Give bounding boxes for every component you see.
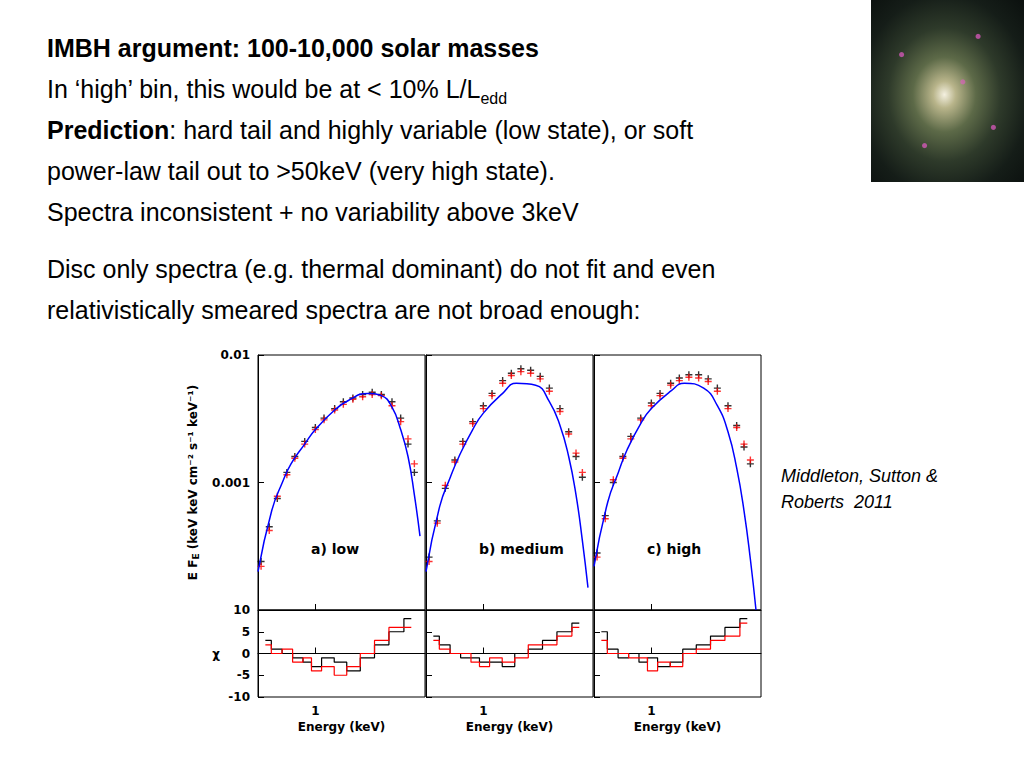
svg-text:(keV keV cm⁻² s⁻¹ keV⁻¹): (keV keV cm⁻² s⁻¹ keV⁻¹) [186, 385, 200, 554]
svg-text:0.001: 0.001 [212, 476, 250, 490]
svg-text:Energy (keV): Energy (keV) [466, 720, 553, 734]
svg-text:c) high: c) high [647, 541, 701, 557]
html-text:Middleton, Sutton &: Middleton, Sutton & [781, 466, 939, 486]
html-text:power-law tail out to >50keV (: power-law tail out to >50keV (very high … [47, 157, 555, 185]
svg-text:χ: χ [212, 647, 220, 661]
svg-text:1: 1 [647, 704, 655, 718]
html-text:In ‘high’ bin, this would be a: In ‘high’ bin, this would be at < 10% L/… [47, 75, 508, 107]
svg-text:-10: -10 [228, 690, 250, 704]
svg-text:1: 1 [311, 704, 319, 718]
html-text:IMBH argument: 100-10,000 sola: IMBH argument: 100-10,000 solar masses [47, 34, 539, 62]
svg-text:b) medium: b) medium [479, 541, 564, 557]
svg-text:E F: E F [186, 560, 200, 581]
svg-text:Energy (keV): Energy (keV) [634, 720, 721, 734]
svg-text:Energy (keV): Energy (keV) [298, 720, 385, 734]
html-text:Disc only spectra (e.g. therma: Disc only spectra (e.g. thermal dominant… [47, 255, 716, 283]
html-text:Roberts 2011: Roberts 2011 [781, 492, 893, 512]
svg-text:1: 1 [479, 704, 487, 718]
svg-text:10: 10 [233, 603, 250, 617]
svg-text:5: 5 [242, 625, 250, 639]
svg-text:0: 0 [242, 647, 250, 661]
svg-text:E: E [190, 553, 201, 560]
html-text:Prediction: hard tail and high: Prediction: hard tail and highly variabl… [47, 116, 694, 144]
svg-text:0.01: 0.01 [220, 348, 250, 362]
html-text:relativistically smeared spect: relativistically smeared spectra are not… [47, 296, 641, 324]
svg-text:a) low: a) low [311, 541, 359, 557]
html-text:Spectra inconsistent + no vari: Spectra inconsistent + no variability ab… [47, 198, 579, 226]
svg-text:-5: -5 [237, 668, 250, 682]
